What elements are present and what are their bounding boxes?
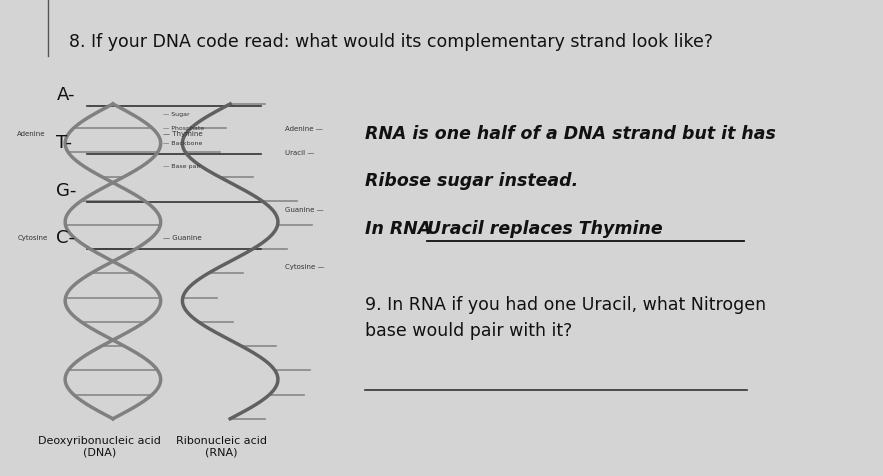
Text: Ribonucleic acid
(RNA): Ribonucleic acid (RNA) bbox=[176, 435, 267, 457]
Text: Adenine: Adenine bbox=[18, 130, 46, 136]
Text: Adenine —: Adenine — bbox=[285, 126, 322, 131]
Text: In RNA: In RNA bbox=[365, 219, 437, 238]
Text: Cytosine: Cytosine bbox=[18, 235, 48, 241]
Text: 8. If your DNA code read: what would its complementary strand look like?: 8. If your DNA code read: what would its… bbox=[70, 33, 713, 51]
Text: — Phosphate: — Phosphate bbox=[163, 126, 205, 131]
Text: Cytosine —: Cytosine — bbox=[285, 264, 324, 269]
Text: A-: A- bbox=[57, 86, 75, 104]
Text: — Sugar: — Sugar bbox=[163, 112, 190, 117]
Text: — Guanine: — Guanine bbox=[163, 235, 202, 241]
Text: — Base pair: — Base pair bbox=[163, 164, 201, 169]
Text: C-: C- bbox=[57, 229, 75, 247]
Text: RNA is one half of a DNA strand but it has: RNA is one half of a DNA strand but it h… bbox=[365, 124, 775, 142]
Text: Guanine —: Guanine — bbox=[285, 207, 323, 212]
Text: — Backbone: — Backbone bbox=[163, 140, 203, 145]
Text: Uracil —: Uracil — bbox=[285, 149, 314, 155]
Text: Deoxyribonucleic acid
(DNA): Deoxyribonucleic acid (DNA) bbox=[39, 435, 162, 457]
Text: 9. In RNA if you had one Uracil, what Nitrogen
base would pair with it?: 9. In RNA if you had one Uracil, what Ni… bbox=[365, 295, 766, 339]
Text: T-: T- bbox=[57, 134, 72, 152]
Text: Uracil replaces Thymine: Uracil replaces Thymine bbox=[427, 219, 663, 238]
Text: G-: G- bbox=[57, 181, 77, 199]
Text: Ribose sugar instead.: Ribose sugar instead. bbox=[365, 172, 578, 190]
Text: — Thymine: — Thymine bbox=[163, 130, 203, 136]
